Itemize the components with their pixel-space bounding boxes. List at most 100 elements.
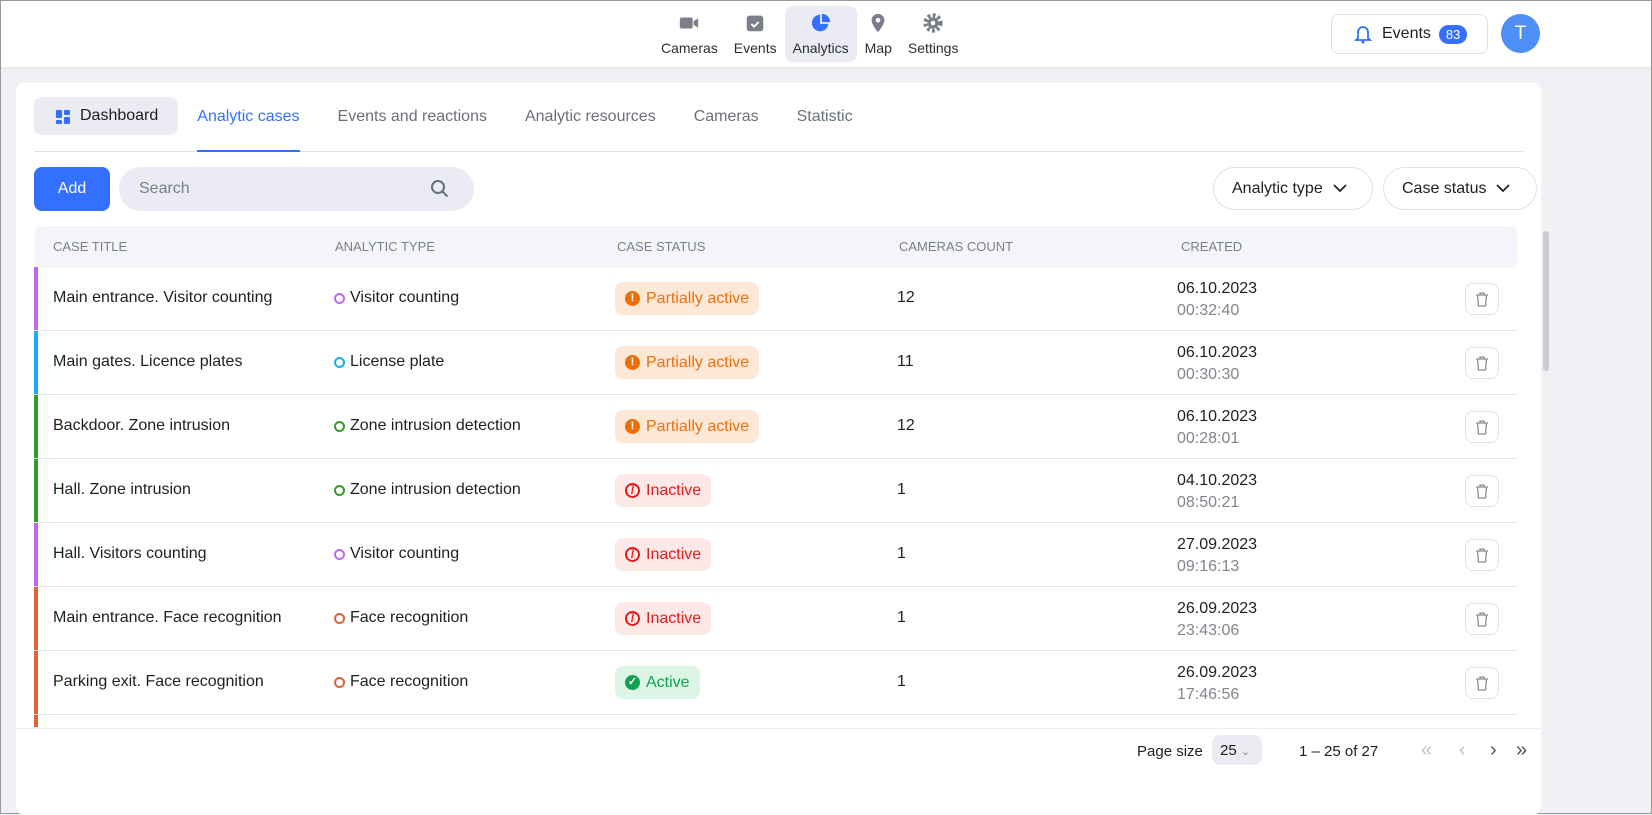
trash-icon <box>1476 611 1488 627</box>
page-size-value: 25 <box>1220 742 1237 759</box>
cameras-count: 12 <box>897 289 915 306</box>
table-row[interactable]: Hall. Zone intrusion Zone intrusion detec… <box>34 459 1518 523</box>
created: 26.09.2023 17:46:56 <box>1177 662 1257 706</box>
table-row[interactable]: Parking exit. Face recognition Face recog… <box>34 651 1518 715</box>
case-title[interactable]: Main entrance. Face recognition <box>53 609 282 626</box>
created: 26.09.2023 23:43:06 <box>1177 598 1257 642</box>
analytic-type-label: License plate <box>350 353 445 370</box>
table-row[interactable]: Main entrance. Face recognition Face reco… <box>34 587 1518 651</box>
warning-circle-icon: ! <box>625 355 640 370</box>
analytic-type-label: Zone intrusion detection <box>350 481 521 498</box>
nav-events[interactable]: Events <box>726 6 785 62</box>
column-header-analytic-type[interactable]: Analytic type <box>335 239 435 254</box>
analytic-type: Face recognition <box>334 609 468 627</box>
delete-button[interactable] <box>1465 411 1499 443</box>
case-status-filter[interactable]: Case status <box>1383 167 1537 210</box>
column-header-cameras-count[interactable]: Cameras count <box>899 239 1014 254</box>
tab-cameras[interactable]: Cameras <box>693 108 759 125</box>
delete-button[interactable] <box>1465 283 1499 315</box>
type-dot-icon <box>334 548 345 560</box>
analytic-type-label: Zone intrusion detection <box>350 417 521 434</box>
case-title[interactable]: Main gates. Licence plates <box>53 353 243 370</box>
delete-button[interactable] <box>1465 539 1499 571</box>
table-row[interactable]: Hall. Visitors counting Visitor counting /… <box>34 523 1518 587</box>
type-dot-icon <box>334 676 345 688</box>
row-color-marker <box>34 331 38 394</box>
ban-icon: / <box>625 483 640 498</box>
top-bar: Cameras Events Analytics Map Settings Ev… <box>1 1 1651 67</box>
first-page-button[interactable]: « <box>1421 739 1433 761</box>
nav-settings[interactable]: Settings <box>900 6 967 62</box>
tab-dashboard[interactable]: Dashboard <box>34 97 179 135</box>
next-page-button[interactable]: › <box>1490 739 1497 761</box>
created: 27.09.2023 09:16:13 <box>1177 534 1257 578</box>
page-size-select[interactable]: 25 ⌄ <box>1212 735 1262 765</box>
type-dot-icon <box>334 420 345 432</box>
created-date: 06.10.2023 <box>1177 344 1258 361</box>
nav-cameras[interactable]: Cameras <box>653 6 726 62</box>
gear-icon <box>923 13 943 33</box>
created: 06.10.2023 00:32:40 <box>1177 278 1257 322</box>
nav-analytics[interactable]: Analytics <box>784 6 857 62</box>
cameras-count: 1 <box>897 673 906 690</box>
case-title[interactable]: Hall. Zone intrusion <box>53 481 191 498</box>
last-page-button[interactable]: » <box>1516 739 1528 761</box>
case-title[interactable]: Main entrance. Visitor counting <box>53 289 273 306</box>
tab-statistic[interactable]: Statistic <box>796 108 853 125</box>
pagination: Page size 25 ⌄ 1 – 25 of 27 « ‹ › » <box>16 728 1541 815</box>
row-color-marker <box>34 395 38 458</box>
table-row[interactable]: Backdoor. Zone intrusion Zone intrusion d… <box>34 395 1518 459</box>
map-pin-icon <box>871 13 885 33</box>
pie-chart-icon <box>811 13 830 32</box>
chevron-down-icon: ⌄ <box>1240 746 1251 758</box>
add-button[interactable]: Add <box>34 167 110 211</box>
delete-button[interactable] <box>1465 475 1499 507</box>
nav-map[interactable]: Map <box>857 6 900 62</box>
column-header-created[interactable]: Created <box>1181 239 1243 254</box>
table-row[interactable]: Main entrance. Visitor counting Visitor c… <box>34 267 1518 331</box>
ban-icon: / <box>625 547 640 562</box>
search-input[interactable] <box>119 167 474 211</box>
analytic-type: Visitor counting <box>334 545 459 563</box>
type-dot-icon <box>334 612 345 624</box>
delete-button[interactable] <box>1465 603 1499 635</box>
table-row[interactable] <box>34 715 1518 727</box>
nav-label: Events <box>733 40 777 56</box>
events-button[interactable]: Events 83 <box>1331 14 1488 54</box>
status-label: Partially active <box>646 417 750 435</box>
status-badge: ! Partially active <box>615 410 760 443</box>
warning-circle-icon: ! <box>625 419 640 434</box>
tab-analytic-cases[interactable]: Analytic cases <box>197 97 300 152</box>
delete-button[interactable] <box>1465 347 1499 379</box>
status-badge: ! Partially active <box>615 346 760 379</box>
tab-events-and-reactions[interactable]: Events and reactions <box>337 108 487 125</box>
analytic-type-filter[interactable]: Analytic type <box>1213 167 1373 210</box>
type-dot-icon <box>334 292 345 304</box>
table-row[interactable]: Main gates. Licence plates License plate!… <box>34 331 1518 395</box>
scrollbar[interactable] <box>1543 231 1549 371</box>
column-header-case-status[interactable]: Case status <box>617 239 706 254</box>
case-title[interactable]: Hall. Visitors counting <box>53 545 207 562</box>
tab-label: Dashboard <box>80 107 159 124</box>
delete-button[interactable] <box>1465 667 1499 699</box>
avatar[interactable]: T <box>1501 14 1540 53</box>
nav-label: Cameras <box>661 40 718 56</box>
camera-icon <box>680 17 699 29</box>
status-badge: / Inactive <box>615 602 712 635</box>
case-title[interactable]: Backdoor. Zone intrusion <box>53 417 230 434</box>
analytic-type-label: Visitor counting <box>350 289 460 306</box>
events-label: Events <box>1382 25 1431 42</box>
case-title[interactable]: Parking exit. Face recognition <box>53 673 264 690</box>
created-date: 27.09.2023 <box>1177 536 1258 553</box>
dashboard-icon <box>56 110 70 124</box>
status-badge: / Inactive <box>615 474 712 507</box>
created-date: 26.09.2023 <box>1177 600 1258 617</box>
status-label: Partially active <box>646 289 750 307</box>
column-header-case-title[interactable]: Case title <box>53 239 128 254</box>
search-icon[interactable] <box>430 179 450 199</box>
analytic-type-label: Face recognition <box>350 673 469 690</box>
status-label: Partially active <box>646 353 750 371</box>
tab-analytic-resources[interactable]: Analytic resources <box>524 108 656 125</box>
prev-page-button[interactable]: ‹ <box>1459 739 1466 761</box>
cameras-count: 1 <box>897 481 906 498</box>
